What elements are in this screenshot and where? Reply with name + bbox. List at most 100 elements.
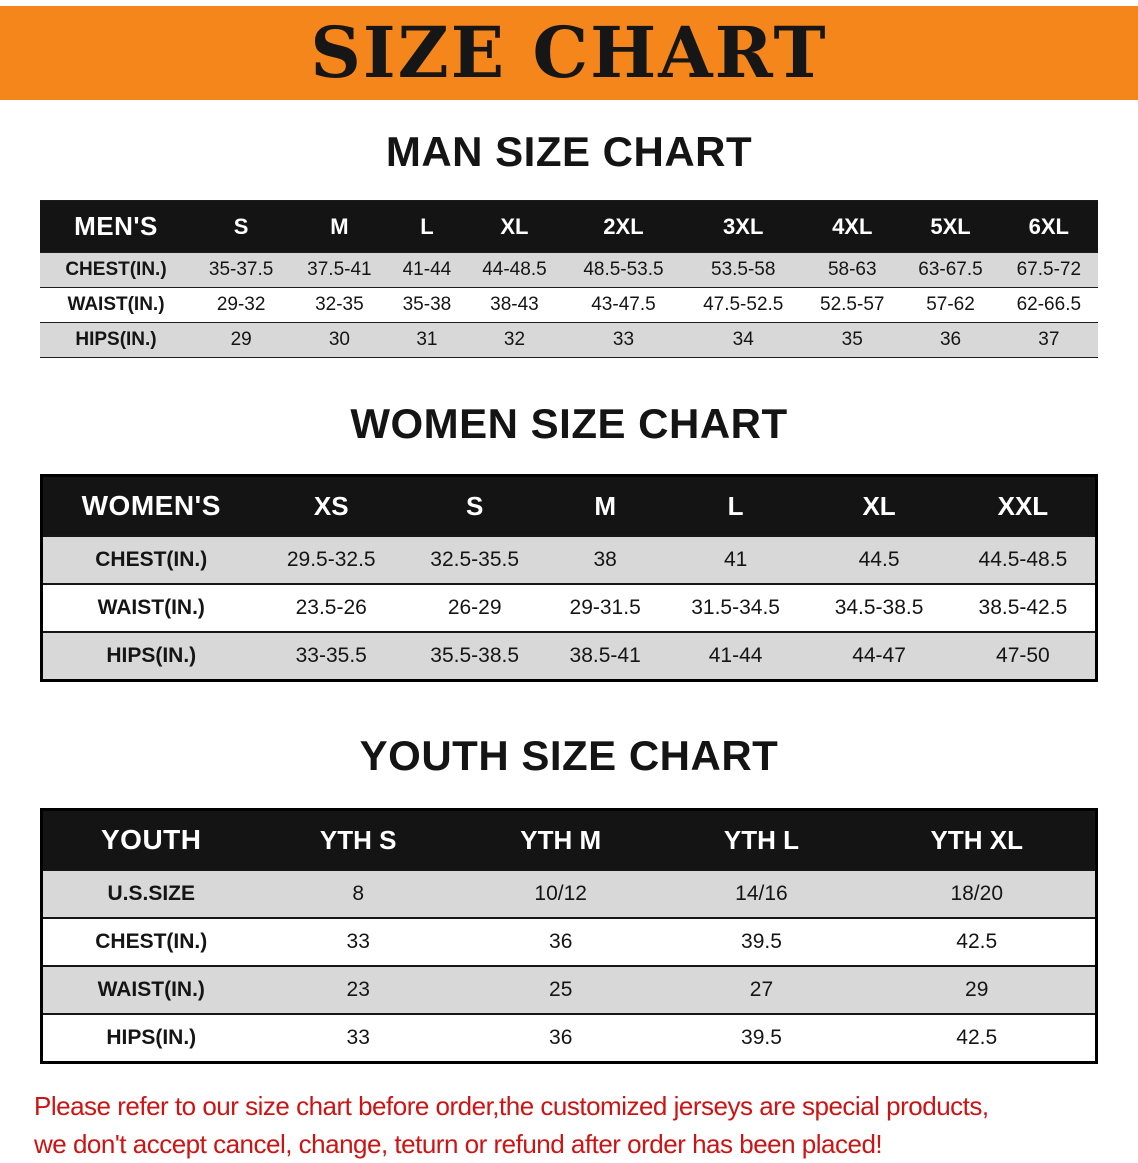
youth-value-cell: 27 [664,965,859,1014]
women-size-header-cell: L [663,475,808,536]
women-size-header-cell: M [546,475,664,536]
men-value-cell: 48.5-53.5 [563,252,684,288]
women-value-cell: 38.5-42.5 [950,583,1097,632]
women-row-label-cell: CHEST(IN.) [41,535,260,584]
women-size-header-cell: XL [807,475,951,536]
women-value-cell: 44.5 [807,535,951,584]
men-size-header-cell: L [388,200,466,253]
men-value-cell: 41-44 [388,252,466,288]
youth-row-label-cell: CHEST(IN.) [41,917,260,966]
men-size-header-cell: 3XL [683,200,804,253]
men-value-cell: 43-47.5 [563,287,684,323]
youth-row-label-cell: U.S.SIZE [41,869,260,918]
men-table-row: CHEST(IN.) 35-37.5 37.5-41 41-44 44-48.5 48.5… [40,252,1098,288]
men-value-cell: 32 [465,322,564,358]
women-header-row: WOMEN'S XS S M L XL XXL [41,475,1097,536]
women-value-cell: 29.5-32.5 [259,535,403,584]
disclaimer-line-2: we don't accept cancel, change, teturn o… [34,1128,883,1159]
youth-table-row: U.S.SIZE 8 10/12 14/16 18/20 [41,869,1097,918]
women-table-row: HIPS(IN.) 33-35.5 35.5-38.5 38.5-41 41-44 44-… [41,631,1097,681]
women-table-title-cell: WOMEN'S [41,475,260,536]
men-value-cell: 34 [683,322,804,358]
youth-value-cell: 14/16 [664,869,859,918]
youth-table-row: CHEST(IN.) 33 36 39.5 42.5 [41,917,1097,966]
men-value-cell: 58-63 [803,252,902,288]
men-value-cell: 33 [563,322,684,358]
youth-value-cell: 39.5 [664,1013,859,1063]
men-row-label-cell: WAIST(IN.) [40,287,192,323]
youth-value-cell: 18/20 [858,869,1097,918]
youth-header-row: YOUTH YTH S YTH M YTH L YTH XL [41,809,1097,870]
section-youth: YOUTH SIZE CHART YOUTH YTH S YTH M YTH L YTH … [0,732,1138,1064]
women-value-cell: 31.5-34.5 [663,583,808,632]
men-value-cell: 57-62 [901,287,1000,323]
men-row-label-cell: CHEST(IN.) [40,252,192,288]
men-size-header-cell: M [290,200,389,253]
disclaimer: Please refer to our size chart before or… [34,1088,1118,1163]
men-size-header-cell: XL [465,200,564,253]
men-table-title-cell: MEN'S [40,200,192,253]
youth-value-cell: 36 [456,1013,665,1063]
men-value-cell: 35-37.5 [192,252,291,288]
youth-table-title-cell: YOUTH [41,809,260,870]
youth-value-cell: 33 [259,917,457,966]
women-size-header-cell: XS [259,475,403,536]
men-value-cell: 62-66.5 [999,287,1098,323]
men-value-cell: 31 [388,322,466,358]
youth-row-label-cell: HIPS(IN.) [41,1013,260,1063]
women-value-cell: 32.5-35.5 [402,535,547,584]
men-header-row: MEN'S S M L XL 2XL 3XL 4XL 5XL 6XL [40,200,1098,253]
youth-value-cell: 25 [456,965,665,1014]
youth-row-label-cell: WAIST(IN.) [41,965,260,1014]
youth-value-cell: 23 [259,965,457,1014]
section-men: MAN SIZE CHART MEN'S S M L XL 2XL 3XL 4XL 5XL 6XL C… [0,128,1138,358]
youth-size-header-cell: YTH M [456,809,665,870]
women-table-row: CHEST(IN.) 29.5-32.5 32.5-35.5 38 41 44.5 44.5… [41,535,1097,584]
youth-value-cell: 10/12 [456,869,665,918]
sections-container: MAN SIZE CHART MEN'S S M L XL 2XL 3XL 4XL 5XL 6XL C… [0,128,1138,1064]
men-value-cell: 44-48.5 [465,252,564,288]
youth-value-cell: 33 [259,1013,457,1063]
men-table-row: WAIST(IN.) 29-32 32-35 35-38 38-43 43-47.5 47.… [40,287,1098,323]
youth-value-cell: 8 [259,869,457,918]
women-value-cell: 34.5-38.5 [807,583,951,632]
men-value-cell: 36 [901,322,1000,358]
men-size-header-cell: 6XL [999,200,1098,253]
women-size-header-cell: XXL [950,475,1097,536]
disclaimer-line-1: Please refer to our size chart before or… [34,1091,989,1121]
youth-size-chart-heading: YOUTH SIZE CHART [359,732,779,779]
men-size-header-cell: S [192,200,291,253]
men-value-cell: 35 [803,322,902,358]
youth-size-table: YOUTH YTH S YTH M YTH L YTH XL U.S.SIZE 8 10/12… [40,808,1098,1064]
women-value-cell: 29-31.5 [546,583,664,632]
men-value-cell: 35-38 [388,287,466,323]
men-value-cell: 29 [192,322,291,358]
men-value-cell: 37 [999,322,1098,358]
women-value-cell: 41-44 [663,631,808,681]
size-chart-banner: SIZE CHART [0,6,1138,100]
youth-value-cell: 39.5 [664,917,859,966]
youth-size-header-cell: YTH L [664,809,859,870]
women-value-cell: 33-35.5 [259,631,403,681]
men-value-cell: 37.5-41 [290,252,389,288]
men-size-table: MEN'S S M L XL 2XL 3XL 4XL 5XL 6XL CHEST(IN.) 35-37… [40,200,1098,358]
women-value-cell: 38.5-41 [546,631,664,681]
men-value-cell: 30 [290,322,389,358]
women-row-label-cell: HIPS(IN.) [41,631,260,681]
youth-value-cell: 36 [456,917,665,966]
men-size-header-cell: 2XL [563,200,684,253]
women-value-cell: 38 [546,535,664,584]
men-value-cell: 32-35 [290,287,389,323]
youth-value-cell: 29 [858,965,1097,1014]
women-row-label-cell: WAIST(IN.) [41,583,260,632]
youth-value-cell: 42.5 [858,1013,1097,1063]
youth-table-row: HIPS(IN.) 33 36 39.5 42.5 [41,1013,1097,1063]
youth-size-header-cell: YTH S [259,809,457,870]
men-table-row: HIPS(IN.) 29 30 31 32 33 34 35 36 37 [40,322,1098,358]
men-value-cell: 63-67.5 [901,252,1000,288]
youth-value-cell: 42.5 [858,917,1097,966]
section-women: WOMEN SIZE CHART WOMEN'S XS S M L XL XXL CHEST(I… [0,400,1138,682]
men-size-header-cell: 5XL [901,200,1000,253]
men-value-cell: 47.5-52.5 [683,287,804,323]
men-value-cell: 52.5-57 [803,287,902,323]
